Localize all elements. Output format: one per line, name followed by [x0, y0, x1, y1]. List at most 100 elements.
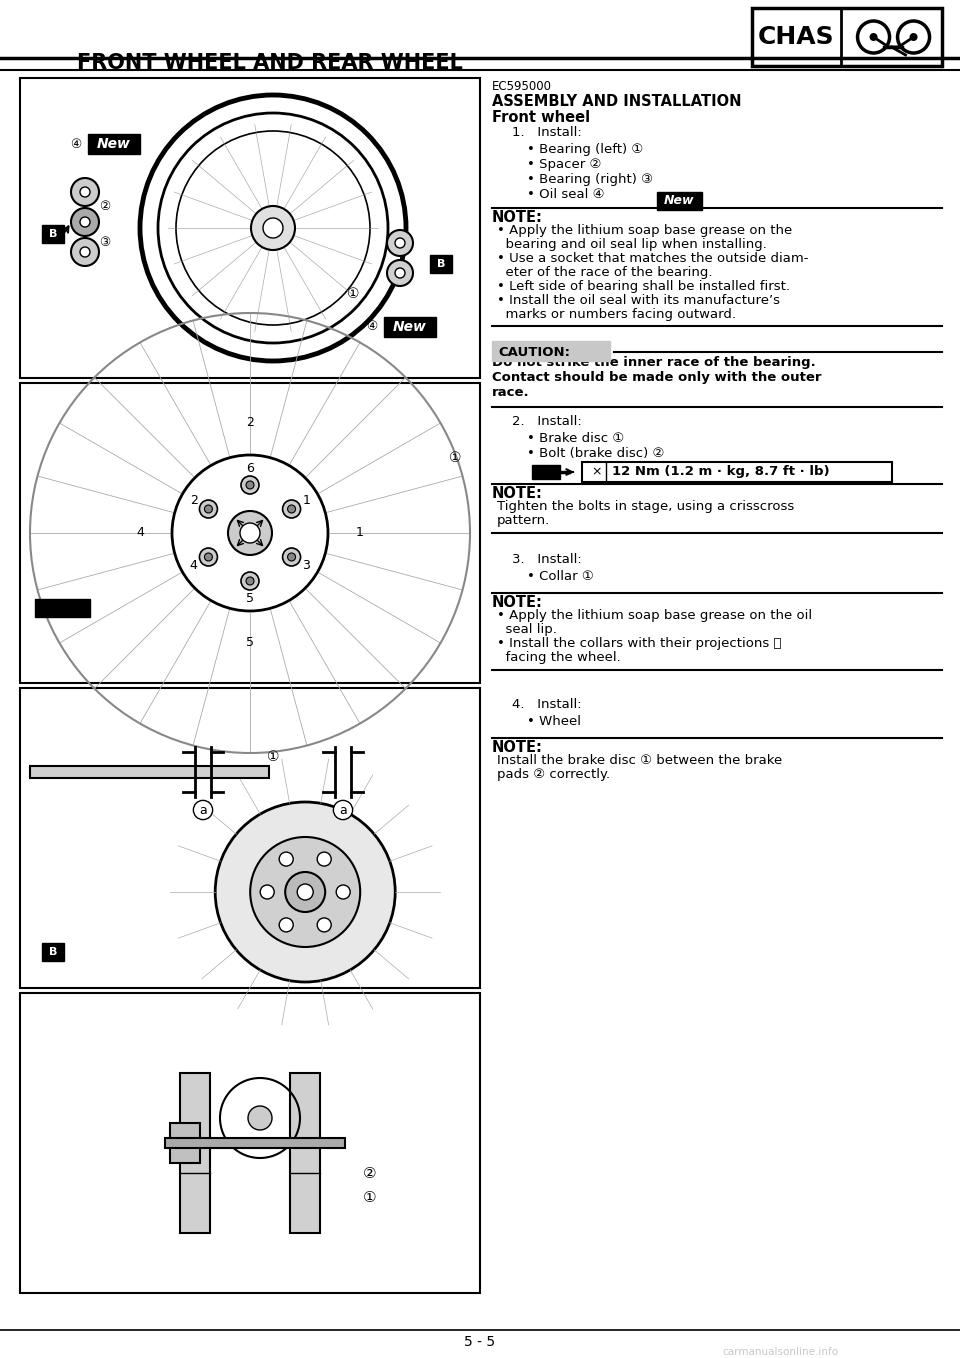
- Circle shape: [870, 33, 877, 41]
- Text: ①: ①: [363, 1191, 377, 1206]
- Circle shape: [387, 259, 413, 287]
- Text: facing the wheel.: facing the wheel.: [497, 650, 621, 664]
- Circle shape: [317, 918, 331, 932]
- Text: Front wheel: Front wheel: [492, 110, 590, 125]
- Text: eter of the race of the bearing.: eter of the race of the bearing.: [497, 266, 712, 278]
- FancyBboxPatch shape: [42, 942, 64, 961]
- Text: 1: 1: [302, 494, 310, 507]
- Circle shape: [288, 553, 296, 561]
- Text: New: New: [663, 194, 694, 208]
- Text: CAUTION:: CAUTION:: [498, 345, 570, 359]
- Circle shape: [215, 803, 396, 982]
- FancyBboxPatch shape: [88, 134, 140, 153]
- Text: • Oil seal ④: • Oil seal ④: [527, 187, 605, 201]
- Text: New: New: [97, 137, 131, 151]
- Text: B: B: [49, 947, 58, 957]
- Text: NOTE:: NOTE:: [492, 210, 542, 225]
- Bar: [20, 77, 480, 378]
- Text: a: a: [339, 804, 347, 816]
- Text: • Brake disc ①: • Brake disc ①: [527, 432, 624, 445]
- Text: • Left side of bearing shall be installed first.: • Left side of bearing shall be installe…: [497, 280, 790, 293]
- Circle shape: [909, 33, 918, 41]
- Circle shape: [246, 481, 254, 489]
- Text: Install the brake disc ① between the brake: Install the brake disc ① between the bra…: [497, 754, 782, 767]
- Text: seal lip.: seal lip.: [497, 623, 557, 636]
- Text: 4: 4: [190, 559, 198, 572]
- Text: ②: ②: [100, 201, 110, 213]
- Bar: [165, 1138, 345, 1148]
- Circle shape: [200, 500, 217, 517]
- Text: ③: ③: [100, 235, 110, 249]
- Bar: [20, 993, 480, 1293]
- Circle shape: [71, 208, 99, 236]
- FancyBboxPatch shape: [492, 341, 610, 361]
- FancyBboxPatch shape: [582, 462, 892, 482]
- Text: • Wheel: • Wheel: [527, 716, 581, 728]
- Circle shape: [204, 553, 212, 561]
- Text: bearing and oil seal lip when installing.: bearing and oil seal lip when installing…: [497, 238, 767, 251]
- Circle shape: [279, 918, 293, 932]
- Bar: [170, 1123, 200, 1162]
- Text: NOTE:: NOTE:: [492, 486, 542, 501]
- Text: ④: ④: [70, 137, 82, 151]
- Text: ①: ①: [347, 287, 359, 301]
- Bar: [35, 599, 90, 617]
- Circle shape: [80, 187, 90, 197]
- Bar: [20, 689, 480, 989]
- Circle shape: [260, 885, 275, 899]
- Circle shape: [71, 178, 99, 206]
- Text: • Bolt (brake disc) ②: • Bolt (brake disc) ②: [527, 447, 664, 460]
- Circle shape: [200, 549, 217, 566]
- Text: Tighten the bolts in stage, using a crisscross: Tighten the bolts in stage, using a cris…: [497, 500, 794, 513]
- Circle shape: [336, 885, 350, 899]
- Text: • Bearing (left) ①: • Bearing (left) ①: [527, 143, 643, 156]
- Bar: [180, 1073, 210, 1233]
- Text: 1: 1: [356, 527, 364, 539]
- Circle shape: [263, 219, 283, 238]
- Text: 4.   Install:: 4. Install:: [512, 698, 582, 712]
- Text: 12 Nm (1.2 m · kg, 8.7 ft · lb): 12 Nm (1.2 m · kg, 8.7 ft · lb): [612, 466, 829, 478]
- Text: 4: 4: [136, 527, 144, 539]
- Text: ④: ④: [367, 320, 377, 334]
- Circle shape: [80, 217, 90, 227]
- Text: Do not strike the inner race of the bearing.: Do not strike the inner race of the bear…: [492, 356, 816, 369]
- Circle shape: [241, 572, 259, 589]
- Circle shape: [80, 247, 90, 257]
- Circle shape: [317, 851, 331, 866]
- Bar: [290, 1073, 320, 1233]
- Text: ASSEMBLY AND INSTALLATION: ASSEMBLY AND INSTALLATION: [492, 94, 741, 109]
- Text: pads ② correctly.: pads ② correctly.: [497, 769, 611, 781]
- Text: ①: ①: [267, 750, 279, 765]
- Text: ②: ②: [363, 1165, 377, 1180]
- Text: NOTE:: NOTE:: [492, 595, 542, 610]
- Circle shape: [279, 851, 293, 866]
- Circle shape: [395, 238, 405, 249]
- Text: New: New: [393, 320, 427, 334]
- Text: 2: 2: [190, 494, 198, 507]
- Text: • Install the oil seal with its manufacture’s: • Install the oil seal with its manufact…: [497, 293, 780, 307]
- Bar: [20, 383, 480, 683]
- Text: • Apply the lithium soap base grease on the oil: • Apply the lithium soap base grease on …: [497, 608, 812, 622]
- Text: EC595000: EC595000: [492, 80, 552, 92]
- Text: B: B: [49, 230, 58, 239]
- Text: • Apply the lithium soap base grease on the: • Apply the lithium soap base grease on …: [497, 224, 792, 238]
- Text: 5: 5: [246, 637, 254, 649]
- Text: 5: 5: [246, 592, 254, 604]
- Text: Contact should be made only with the outer: Contact should be made only with the out…: [492, 371, 822, 384]
- Text: • Collar ①: • Collar ①: [527, 570, 593, 583]
- Text: • Install the collars with their projections ⓐ: • Install the collars with their project…: [497, 637, 781, 650]
- Circle shape: [240, 523, 260, 543]
- Text: 6: 6: [246, 462, 254, 474]
- Text: B: B: [437, 259, 445, 269]
- FancyBboxPatch shape: [430, 255, 452, 273]
- Text: • Spacer ②: • Spacer ②: [527, 158, 601, 171]
- Text: ×: ×: [591, 466, 602, 478]
- Text: • Use a socket that matches the outside diam-: • Use a socket that matches the outside …: [497, 253, 808, 265]
- Circle shape: [387, 230, 413, 257]
- Text: 2: 2: [246, 417, 254, 429]
- Text: race.: race.: [492, 386, 530, 399]
- Circle shape: [395, 268, 405, 278]
- Circle shape: [288, 505, 296, 513]
- Text: 5 - 5: 5 - 5: [465, 1335, 495, 1348]
- Text: 1.   Install:: 1. Install:: [512, 126, 582, 139]
